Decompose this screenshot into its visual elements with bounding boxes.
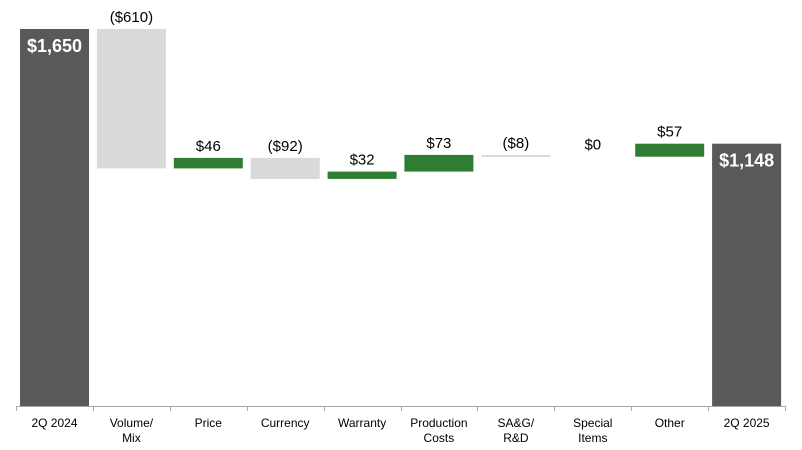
- bar-0: [20, 29, 89, 406]
- x-axis: 2Q 2024 Volume/Mix Price Currency Warranty Pr…: [16, 406, 786, 445]
- data-label-9: $1,148: [719, 151, 774, 171]
- data-label-0: $1,650: [27, 36, 82, 56]
- data-label-7: $0: [584, 137, 601, 154]
- category-label-7-line-1: Items: [578, 431, 607, 445]
- category-label-6-line-0: SA&G/: [498, 416, 535, 430]
- data-label-1: ($610): [110, 9, 153, 26]
- category-label-5-line-0: Production: [410, 416, 467, 430]
- category-label-7-line-0: Special: [573, 416, 612, 430]
- data-label-8: $57: [657, 124, 682, 141]
- data-labels-layer: $1,650 ($610) $46 ($92) $32 $73 ($8) $0 $57 $1,14…: [27, 9, 774, 171]
- bar-4: [327, 171, 397, 179]
- data-label-2: $46: [196, 138, 221, 155]
- category-label-2: Price: [195, 416, 223, 430]
- bar-6: [481, 154, 551, 157]
- data-label-4: $32: [350, 152, 375, 169]
- category-label-8: Other: [655, 416, 685, 430]
- bar-8: [635, 143, 705, 157]
- category-label-4: Warranty: [338, 416, 386, 430]
- bars-layer: [20, 29, 782, 406]
- bar-5: [404, 154, 474, 172]
- data-label-3: ($92): [268, 138, 303, 155]
- bar-1: [96, 29, 166, 169]
- data-label-5: $73: [426, 135, 451, 152]
- category-label-3: Currency: [261, 416, 310, 430]
- bar-9: [712, 143, 782, 406]
- category-label-1-line-0: Volume/: [110, 416, 154, 430]
- bar-3: [250, 157, 320, 179]
- category-label-1-line-1: Mix: [122, 431, 141, 445]
- category-label-5-line-1: Costs: [424, 431, 455, 445]
- category-label-0: 2Q 2024: [31, 416, 77, 430]
- category-label-6-line-1: R&D: [503, 431, 529, 445]
- category-label-9: 2Q 2025: [724, 416, 770, 430]
- bar-2: [173, 157, 243, 169]
- data-label-6: ($8): [503, 135, 530, 152]
